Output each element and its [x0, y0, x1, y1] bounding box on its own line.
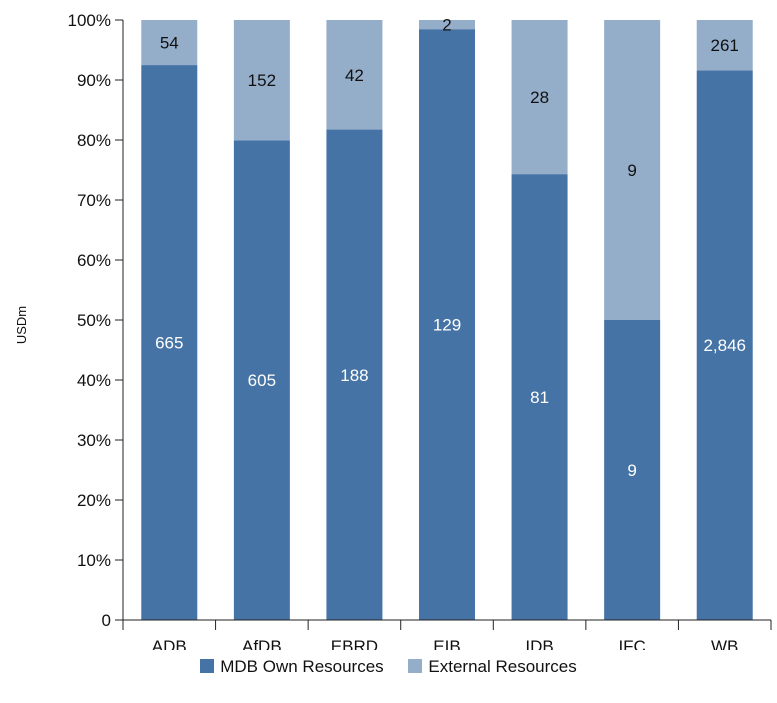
bar-wb-external	[696, 20, 753, 71]
bar-ifc-external	[604, 20, 661, 320]
legend-label-own: MDB Own Resources	[220, 656, 384, 676]
data-label-wb-external: 261	[711, 36, 739, 55]
stacked-bar-chart: 665 54 605 152 188 42 129 2 81 28 9 9 2,846 261 0 10% 2…	[14, 11, 772, 650]
bar-ebrd-external	[326, 20, 383, 130]
data-label-wb-own: 2,846	[703, 336, 746, 355]
x-tick-label-adb: ADB	[152, 637, 187, 650]
bar-adb-external	[141, 20, 198, 66]
y-tick-label-8: 80%	[77, 131, 111, 150]
data-label-idb-own: 81	[530, 388, 549, 407]
bar-wb-own	[696, 70, 753, 620]
x-tick-label-wb: WB	[711, 637, 738, 650]
x-tick-label-ebrd: EBRD	[331, 637, 378, 650]
y-tick-label-1: 10%	[77, 551, 111, 570]
data-label-afdb-own: 605	[248, 371, 276, 390]
data-label-adb-own: 665	[155, 334, 183, 353]
data-label-ifc-own: 9	[627, 461, 636, 480]
bar-idb-own	[511, 174, 568, 621]
bar-eib-own	[419, 29, 475, 621]
y-tick-label-4: 40%	[77, 371, 111, 390]
y-tick-label-7: 70%	[77, 191, 111, 210]
data-label-adb-external: 54	[160, 34, 179, 53]
y-tick-label-9: 90%	[77, 71, 111, 90]
data-label-ifc-external: 9	[627, 161, 636, 180]
y-tick-label-2: 20%	[77, 491, 111, 510]
data-label-ebrd-external: 42	[345, 66, 364, 85]
bar-adb-own	[141, 65, 198, 621]
bar-afdb-external	[233, 20, 290, 141]
legend-swatch-own	[200, 658, 215, 673]
legend: MDB Own Resources External Resources	[0, 656, 777, 677]
x-tick-label-eib: EIB	[433, 637, 460, 650]
bar-eib-external	[419, 20, 475, 30]
legend-item-external: External Resources	[408, 656, 577, 677]
legend-label-external: External Resources	[428, 656, 577, 676]
y-tick-label-0: 0	[102, 611, 111, 630]
bar-ebrd-own	[326, 129, 383, 620]
data-label-afdb-external: 152	[248, 71, 276, 90]
data-label-ebrd-own: 188	[340, 366, 368, 385]
y-tick-label-6: 60%	[77, 251, 111, 270]
bar-afdb-own	[233, 140, 290, 620]
axes-group: 0 10% 20% 30% 40% 50% 60% 70% 80% 90% 100% ADB AfDB E…	[68, 11, 772, 650]
legend-item-own: MDB Own Resources	[200, 656, 384, 677]
y-tick-label-5: 50%	[77, 311, 111, 330]
bar-ifc-own	[604, 320, 661, 620]
x-tick-label-idb: IDB	[525, 637, 553, 650]
y-axis-label: USDm	[14, 306, 29, 344]
data-label-eib-own: 129	[433, 316, 461, 335]
data-label-idb-external: 28	[530, 88, 549, 107]
legend-swatch-external	[408, 658, 423, 673]
bar-idb-external	[511, 20, 568, 175]
y-tick-label-3: 30%	[77, 431, 111, 450]
data-label-eib-external: 2	[442, 16, 451, 35]
bars-group: 665 54 605 152 188 42 129 2 81 28 9 9 2,846 261	[141, 16, 753, 621]
x-tick-label-afdb: AfDB	[242, 637, 282, 650]
x-tick-label-ifc: IFC	[618, 637, 645, 650]
y-tick-label-10: 100%	[68, 11, 111, 30]
